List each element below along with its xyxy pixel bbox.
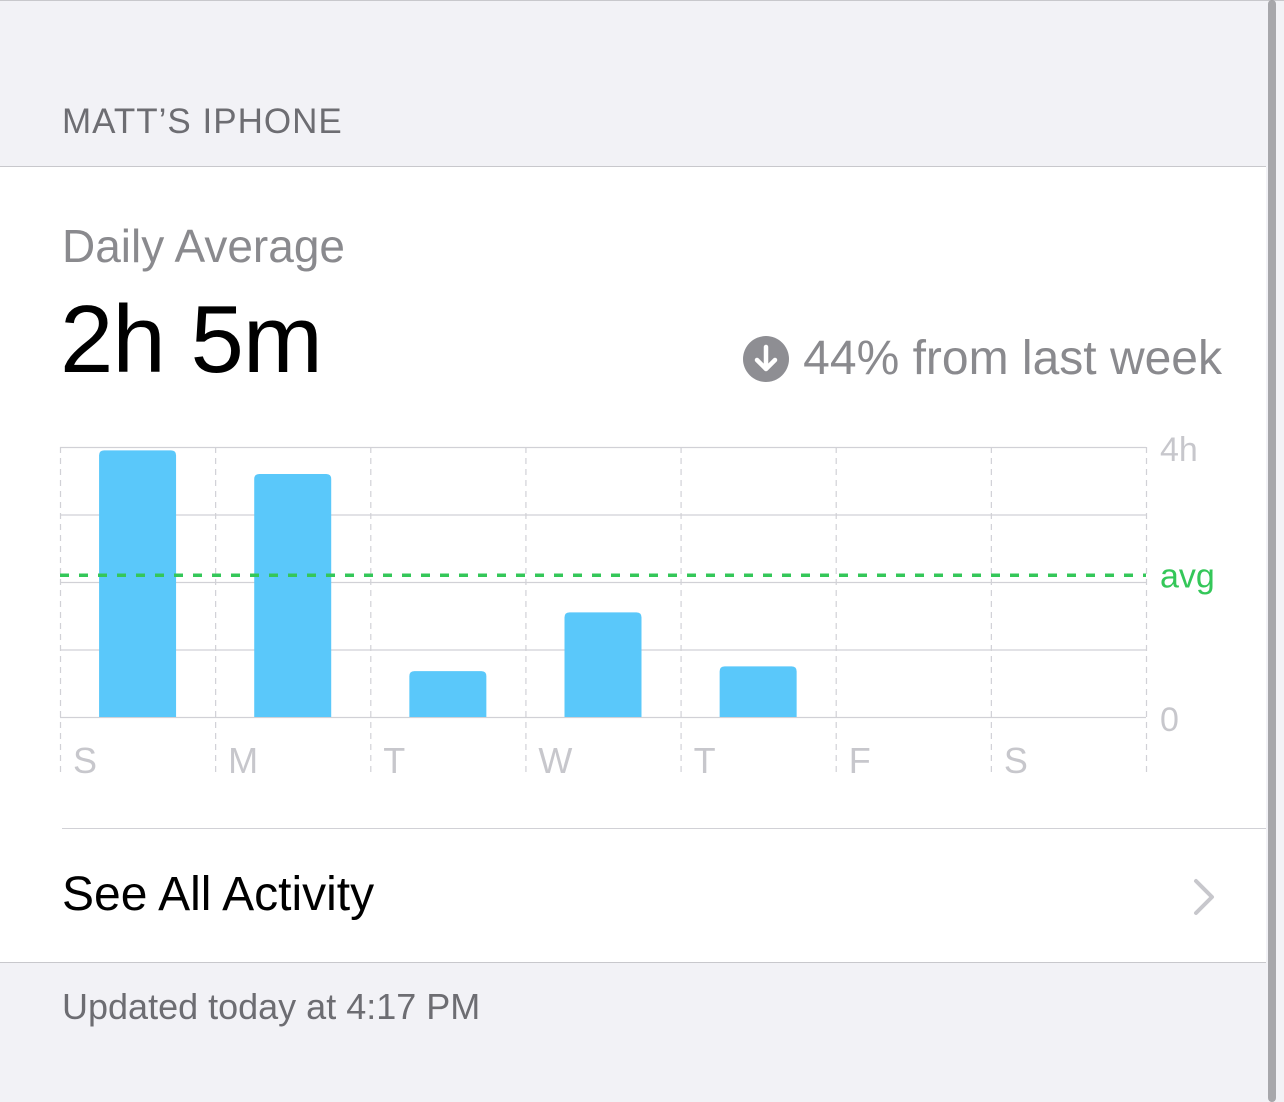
usage-bar-chart: S M T W T F S 4h 0 avg	[59, 431, 1215, 781]
scrollbar[interactable]	[1268, 0, 1276, 1102]
arrow-down-circle-icon	[743, 335, 790, 382]
see-all-activity-label: See All Activity	[62, 868, 375, 921]
daily-average-value: 2h 5m	[60, 286, 323, 393]
chart-x-tick-label: T	[383, 740, 405, 781]
chart-bar	[409, 671, 487, 717]
chevron-right-icon	[1194, 879, 1214, 915]
chart-bar	[564, 612, 642, 717]
see-all-activity-row[interactable]: See All Activity	[0, 829, 1266, 962]
chart-average-label: avg	[1160, 557, 1215, 595]
top-divider	[0, 0, 1284, 1]
chart-x-tick-label: M	[228, 740, 258, 781]
screen-time-card: Daily Average 2h 5m 44% from last week S…	[0, 166, 1266, 963]
section-header: MATT’S IPHONE	[62, 102, 343, 141]
weekly-change-text: 44% from last week	[803, 332, 1222, 385]
chart-bar	[99, 450, 177, 717]
chart-x-tick-label: S	[73, 740, 97, 781]
chart-x-tick-label: W	[538, 740, 572, 781]
chart-x-tick-label: F	[849, 740, 871, 781]
daily-average-label: Daily Average	[62, 220, 345, 272]
chart-y-max-label: 4h	[1160, 431, 1198, 469]
chart-bar	[719, 666, 797, 717]
chart-x-tick-label: T	[694, 740, 716, 781]
chart-bar	[254, 474, 332, 717]
weekly-change: 44% from last week	[743, 331, 1222, 386]
chart-y-min-label: 0	[1160, 701, 1179, 739]
chart-x-tick-label: S	[1004, 740, 1028, 781]
updated-timestamp: Updated today at 4:17 PM	[62, 986, 481, 1027]
row-divider	[62, 828, 1266, 829]
